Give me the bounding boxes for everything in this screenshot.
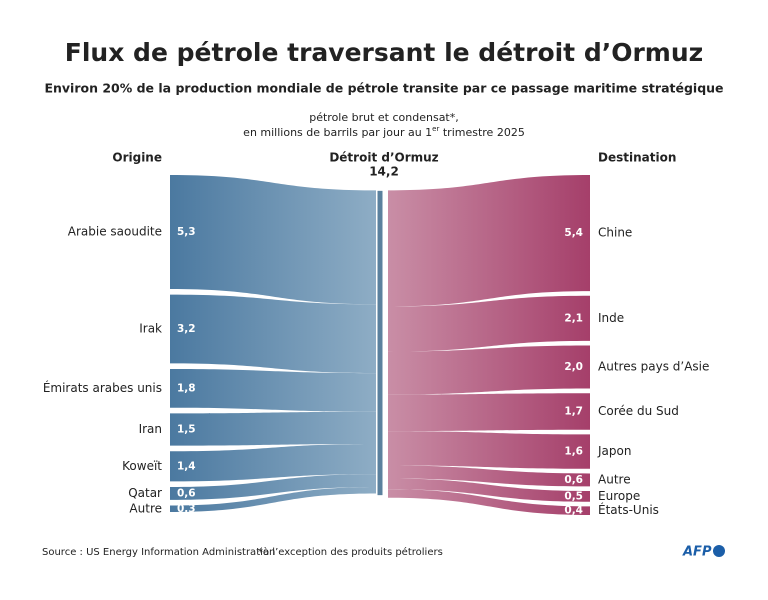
flow	[388, 295, 590, 352]
origin-label: Origine	[112, 151, 162, 165]
value-label: 5,3	[177, 226, 196, 238]
value-label: 0,5	[564, 490, 583, 502]
logo-dot	[713, 545, 725, 557]
node-label: Irak	[139, 321, 162, 335]
value-label: 1,4	[177, 460, 196, 472]
node-label: Émirats arabes unis	[43, 380, 162, 395]
flow	[388, 175, 590, 307]
value-label: 1,5	[177, 424, 196, 436]
node-label: Arabie saoudite	[68, 224, 162, 238]
unit-sup: er	[432, 125, 439, 133]
hub-bar	[376, 189, 384, 497]
node-label: Qatar	[128, 486, 162, 500]
value-label: 2,0	[564, 361, 583, 373]
node-label: Europe	[598, 489, 640, 503]
value-label: 2,1	[564, 312, 583, 324]
value-label: 0,6	[564, 474, 583, 486]
value-label: 0,3	[177, 503, 196, 515]
unit-text: trimestre 2025	[439, 126, 524, 139]
flow	[170, 411, 376, 446]
hub-label: Détroit d’Ormuz	[329, 151, 438, 165]
unit-text: en millions de barrils par jour au 1	[243, 126, 432, 139]
node-label: Inde	[598, 311, 624, 325]
flow	[170, 175, 376, 305]
node-label: Iran	[139, 422, 162, 436]
value-label: 0,6	[177, 487, 196, 499]
flow	[388, 489, 590, 515]
value-label: 0,4	[564, 505, 583, 517]
value-label: 5,4	[564, 227, 583, 239]
node-label: Autres pays d’Asie	[598, 360, 709, 374]
hub-value: 14,2	[369, 165, 399, 179]
logo: AFP	[682, 545, 712, 560]
flow	[170, 444, 376, 482]
node-label: États-Unis	[598, 502, 659, 517]
node-label: Japon	[597, 444, 631, 458]
flow	[388, 465, 590, 487]
node-label: Autre	[598, 472, 631, 486]
source: Source : US Energy Information Administr…	[42, 547, 275, 558]
node-label: Corée du Sud	[598, 404, 679, 418]
node-label: Autre	[129, 501, 162, 515]
node-label: Chine	[598, 226, 632, 240]
flow	[388, 431, 590, 469]
flow	[388, 345, 590, 395]
flow	[170, 294, 376, 374]
flow	[170, 487, 376, 512]
footnote: *à l’exception des produits pétroliers	[258, 546, 443, 558]
flow	[388, 393, 590, 432]
subtitle: Environ 20% de la production mondiale de…	[44, 81, 723, 96]
node-label: Koweït	[122, 459, 162, 473]
note: pétrole brut et condensat*,	[309, 111, 459, 124]
flow	[170, 474, 376, 500]
value-label: 1,8	[177, 382, 196, 394]
flow	[388, 478, 590, 502]
unit: en millions de barrils par jour au 1er t…	[243, 125, 525, 139]
flow	[170, 369, 376, 412]
chart-title: Flux de pétrole traversant le détroit d’…	[65, 38, 703, 67]
value-label: 3,2	[177, 323, 196, 335]
destination-label: Destination	[598, 151, 676, 165]
value-label: 1,7	[564, 405, 583, 417]
value-label: 1,6	[564, 446, 583, 458]
